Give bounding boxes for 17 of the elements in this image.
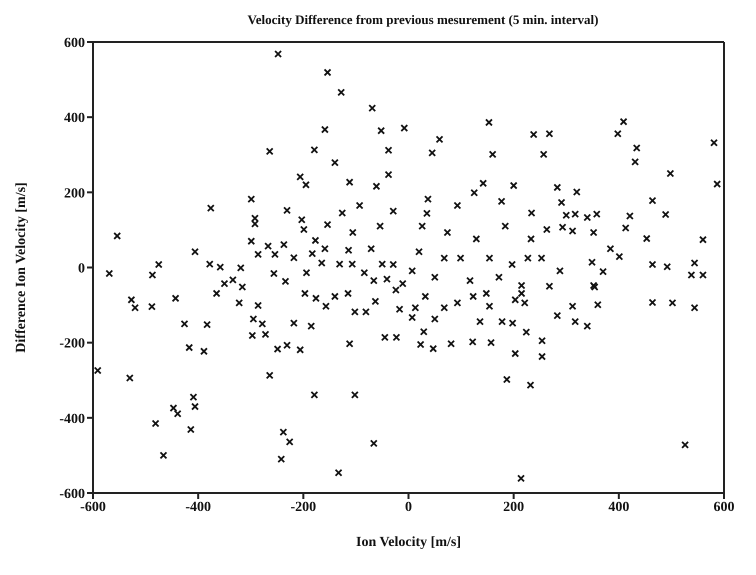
x-tick-label: 0 (405, 500, 412, 515)
y-tick-label: 200 (64, 186, 85, 202)
x-tick-label: -600 (80, 500, 106, 515)
x-tick-label: -400 (185, 500, 212, 515)
x-tick-label: 600 (714, 500, 734, 515)
y-tick-label: 600 (64, 36, 85, 51)
x-tick-label: -200 (290, 500, 316, 515)
x-tick-label: 400 (608, 500, 630, 515)
y-tick-label: -400 (59, 412, 85, 427)
x-tick-label: 200 (503, 500, 524, 515)
y-tick-label: 400 (64, 111, 85, 126)
x-axis-title: Ion Velocity [m/s] (356, 535, 461, 550)
y-tick-label: -600 (59, 486, 85, 502)
y-axis-title: Difference Ion Velocity [m/s] (14, 182, 29, 353)
y-tick-label: 0 (78, 261, 85, 276)
chart-title: Velocity Difference from previous mesurement (5 min. interval) (248, 12, 598, 27)
y-tick-label: -200 (59, 336, 85, 352)
